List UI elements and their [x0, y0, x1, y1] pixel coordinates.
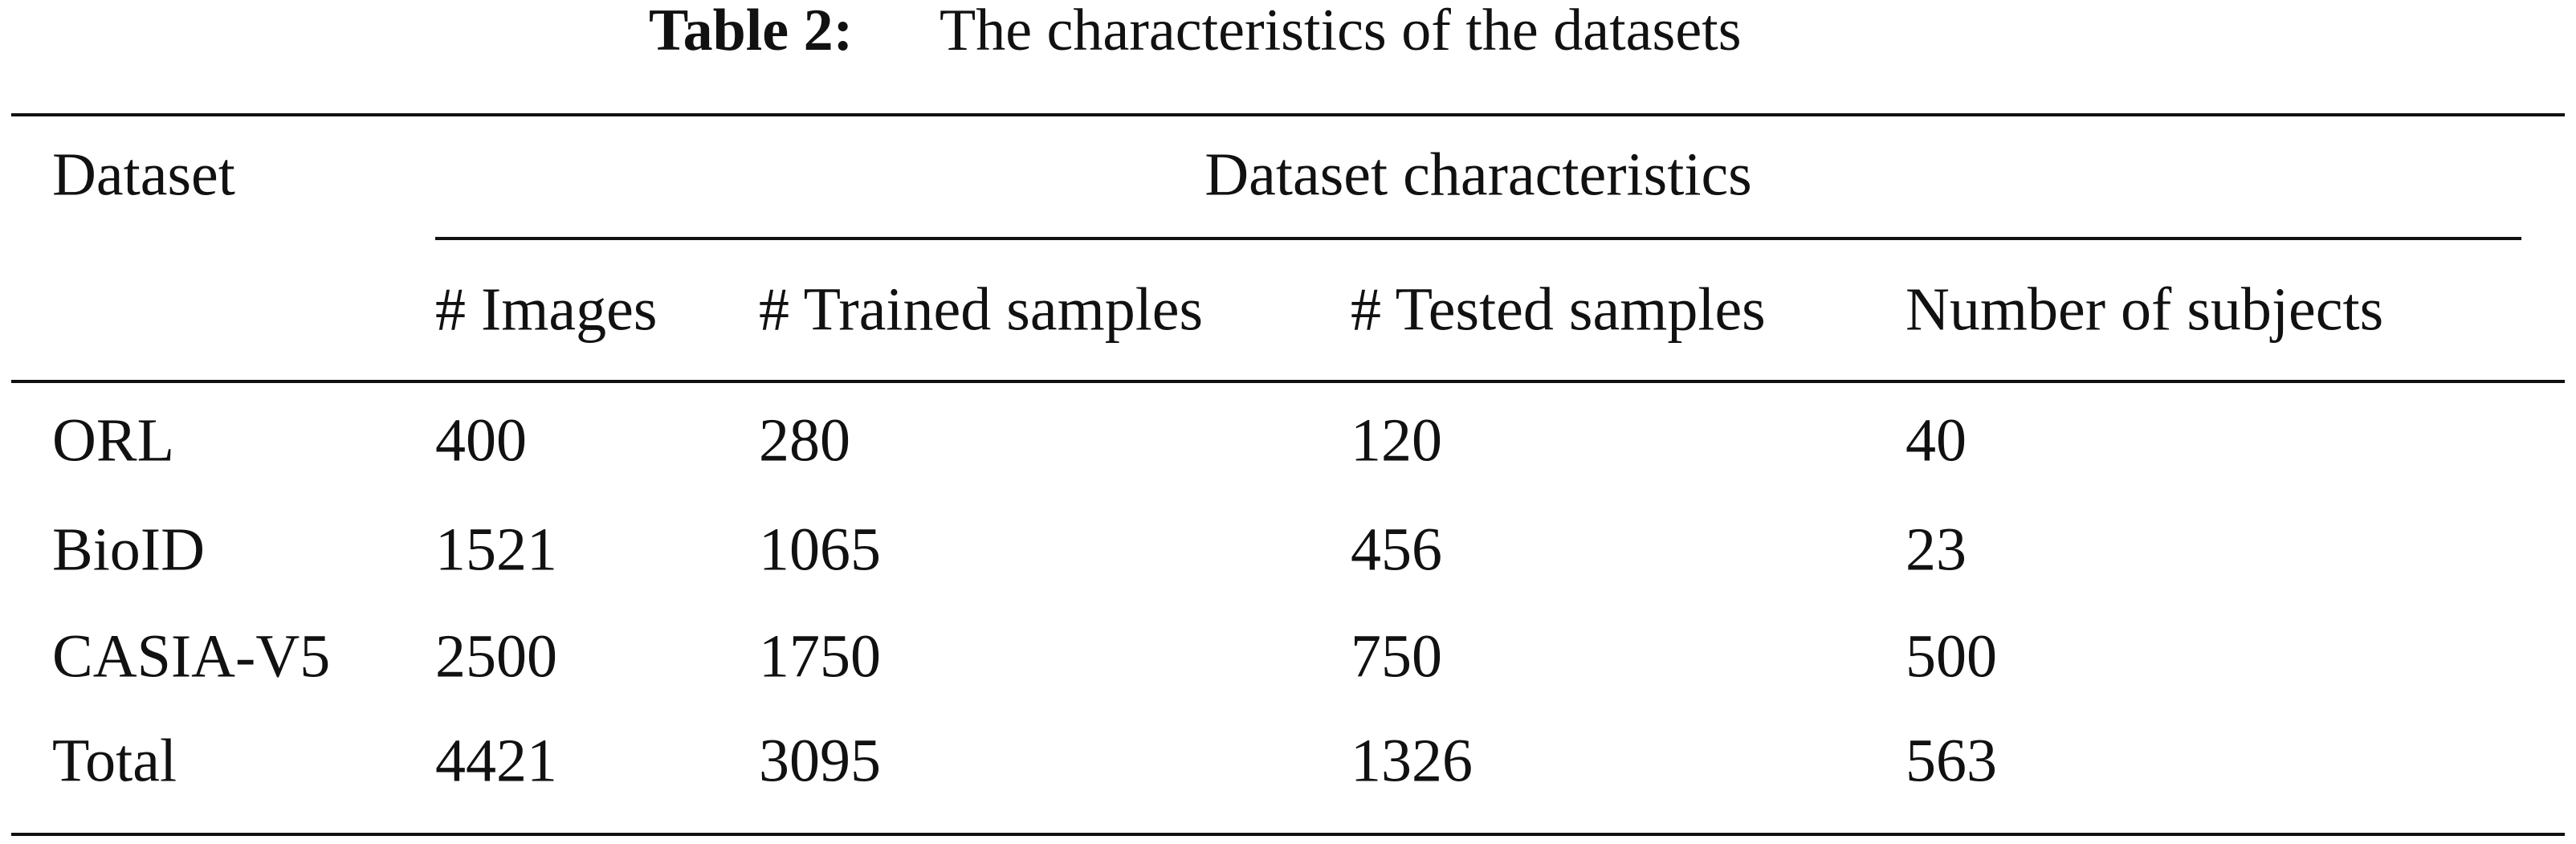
table-cell: 4421	[435, 727, 557, 794]
header-cell: Dataset	[52, 141, 235, 208]
table-cell: 1521	[435, 516, 557, 583]
table-cell: 280	[759, 406, 850, 474]
table-cell: 456	[1351, 516, 1442, 583]
table-cell: 2500	[435, 622, 557, 690]
column-header: # Trained samples	[759, 275, 1203, 343]
caption-label: Table 2:	[649, 0, 853, 63]
table-cell: Total	[52, 727, 177, 794]
table-cell: 500	[1906, 622, 1997, 690]
table-cell: 1065	[759, 516, 881, 583]
table-cell: BioID	[52, 516, 205, 583]
table-cell: ORL	[52, 406, 174, 474]
table-cell: 23	[1906, 516, 1967, 583]
caption-text: The characteristics of the datasets	[940, 0, 1742, 63]
table-cell: 1326	[1351, 727, 1473, 794]
column-header: # Images	[435, 275, 657, 343]
table-cell: 563	[1906, 727, 1997, 794]
table-cell: 400	[435, 406, 527, 474]
table-cell: 750	[1351, 622, 1442, 690]
table-cell: 1750	[759, 622, 881, 690]
table-cell: CASIA-V5	[52, 622, 330, 690]
table-cell: 3095	[759, 727, 881, 794]
table-cell: 40	[1906, 406, 1967, 474]
column-header: # Tested samples	[1351, 275, 1766, 343]
group-header: Dataset characteristics	[1204, 141, 1752, 208]
table-cell: 120	[1351, 406, 1442, 474]
column-header: Number of subjects	[1906, 275, 2383, 343]
